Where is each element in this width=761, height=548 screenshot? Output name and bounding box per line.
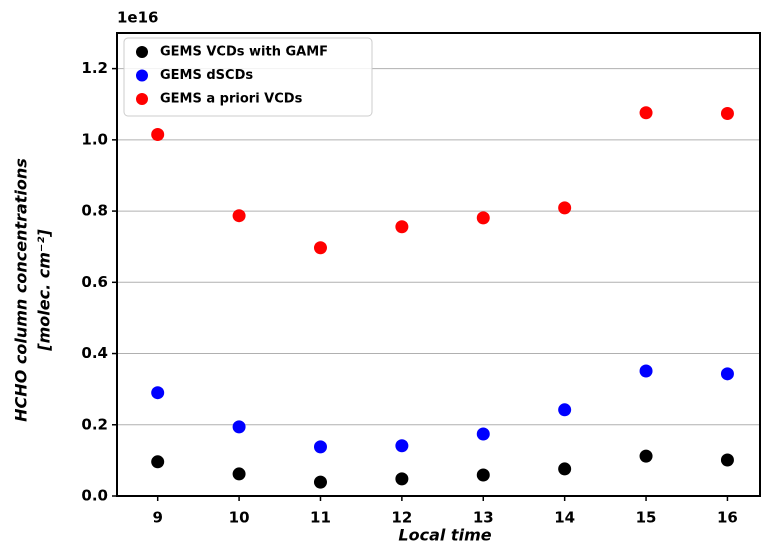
legend-box	[123, 37, 373, 117]
point	[558, 462, 572, 476]
point	[232, 467, 246, 481]
y-tick-label: 1.2	[81, 59, 108, 77]
point	[720, 453, 734, 467]
point	[639, 106, 653, 120]
legend-marker	[136, 46, 148, 58]
legend-label: GEMS a priori VCDs	[160, 92, 303, 107]
x-tick-label: 11	[310, 509, 331, 527]
y-tick-label: 0.2	[81, 415, 108, 433]
point	[639, 364, 653, 378]
point	[313, 241, 327, 255]
point	[395, 439, 409, 453]
x-tick-label: 15	[636, 509, 657, 527]
point	[151, 386, 165, 400]
x-tick-label: 9	[152, 509, 162, 527]
point	[395, 220, 409, 234]
offset-label: 1e16	[117, 9, 158, 27]
point	[151, 455, 165, 469]
y-tick-label: 0.0	[81, 487, 108, 505]
point	[720, 367, 734, 381]
point	[476, 468, 490, 482]
x-tick-label: 16	[717, 509, 738, 527]
y-tick-label: 0.4	[81, 344, 108, 362]
y-axis-label: HCHO column concentrations	[12, 158, 31, 422]
point	[395, 472, 409, 486]
legend-marker	[136, 93, 148, 105]
legend-label: GEMS VCDs with GAMF	[160, 45, 328, 60]
y-axis-label: [molec. cm⁻²]	[35, 229, 54, 352]
legend-label: GEMS dSCDs	[160, 68, 253, 83]
x-tick-label: 13	[473, 509, 494, 527]
point	[313, 475, 327, 489]
point	[476, 427, 490, 441]
x-axis-label: Local time	[398, 526, 491, 545]
y-tick-label: 1.0	[81, 130, 108, 148]
point	[232, 420, 246, 434]
point	[558, 201, 572, 215]
point	[313, 440, 327, 454]
plot-frame	[116, 32, 761, 497]
x-tick-label: 10	[229, 509, 250, 527]
legend-marker	[136, 69, 148, 82]
y-tick-label: 0.8	[81, 202, 108, 220]
point	[151, 128, 165, 142]
point	[558, 403, 572, 417]
point	[639, 449, 653, 463]
y-tick-label: 0.6	[81, 273, 108, 291]
x-tick-label: 12	[391, 509, 412, 527]
point	[232, 209, 246, 223]
point	[476, 211, 490, 225]
point	[720, 106, 734, 120]
x-tick-label: 14	[554, 509, 575, 527]
